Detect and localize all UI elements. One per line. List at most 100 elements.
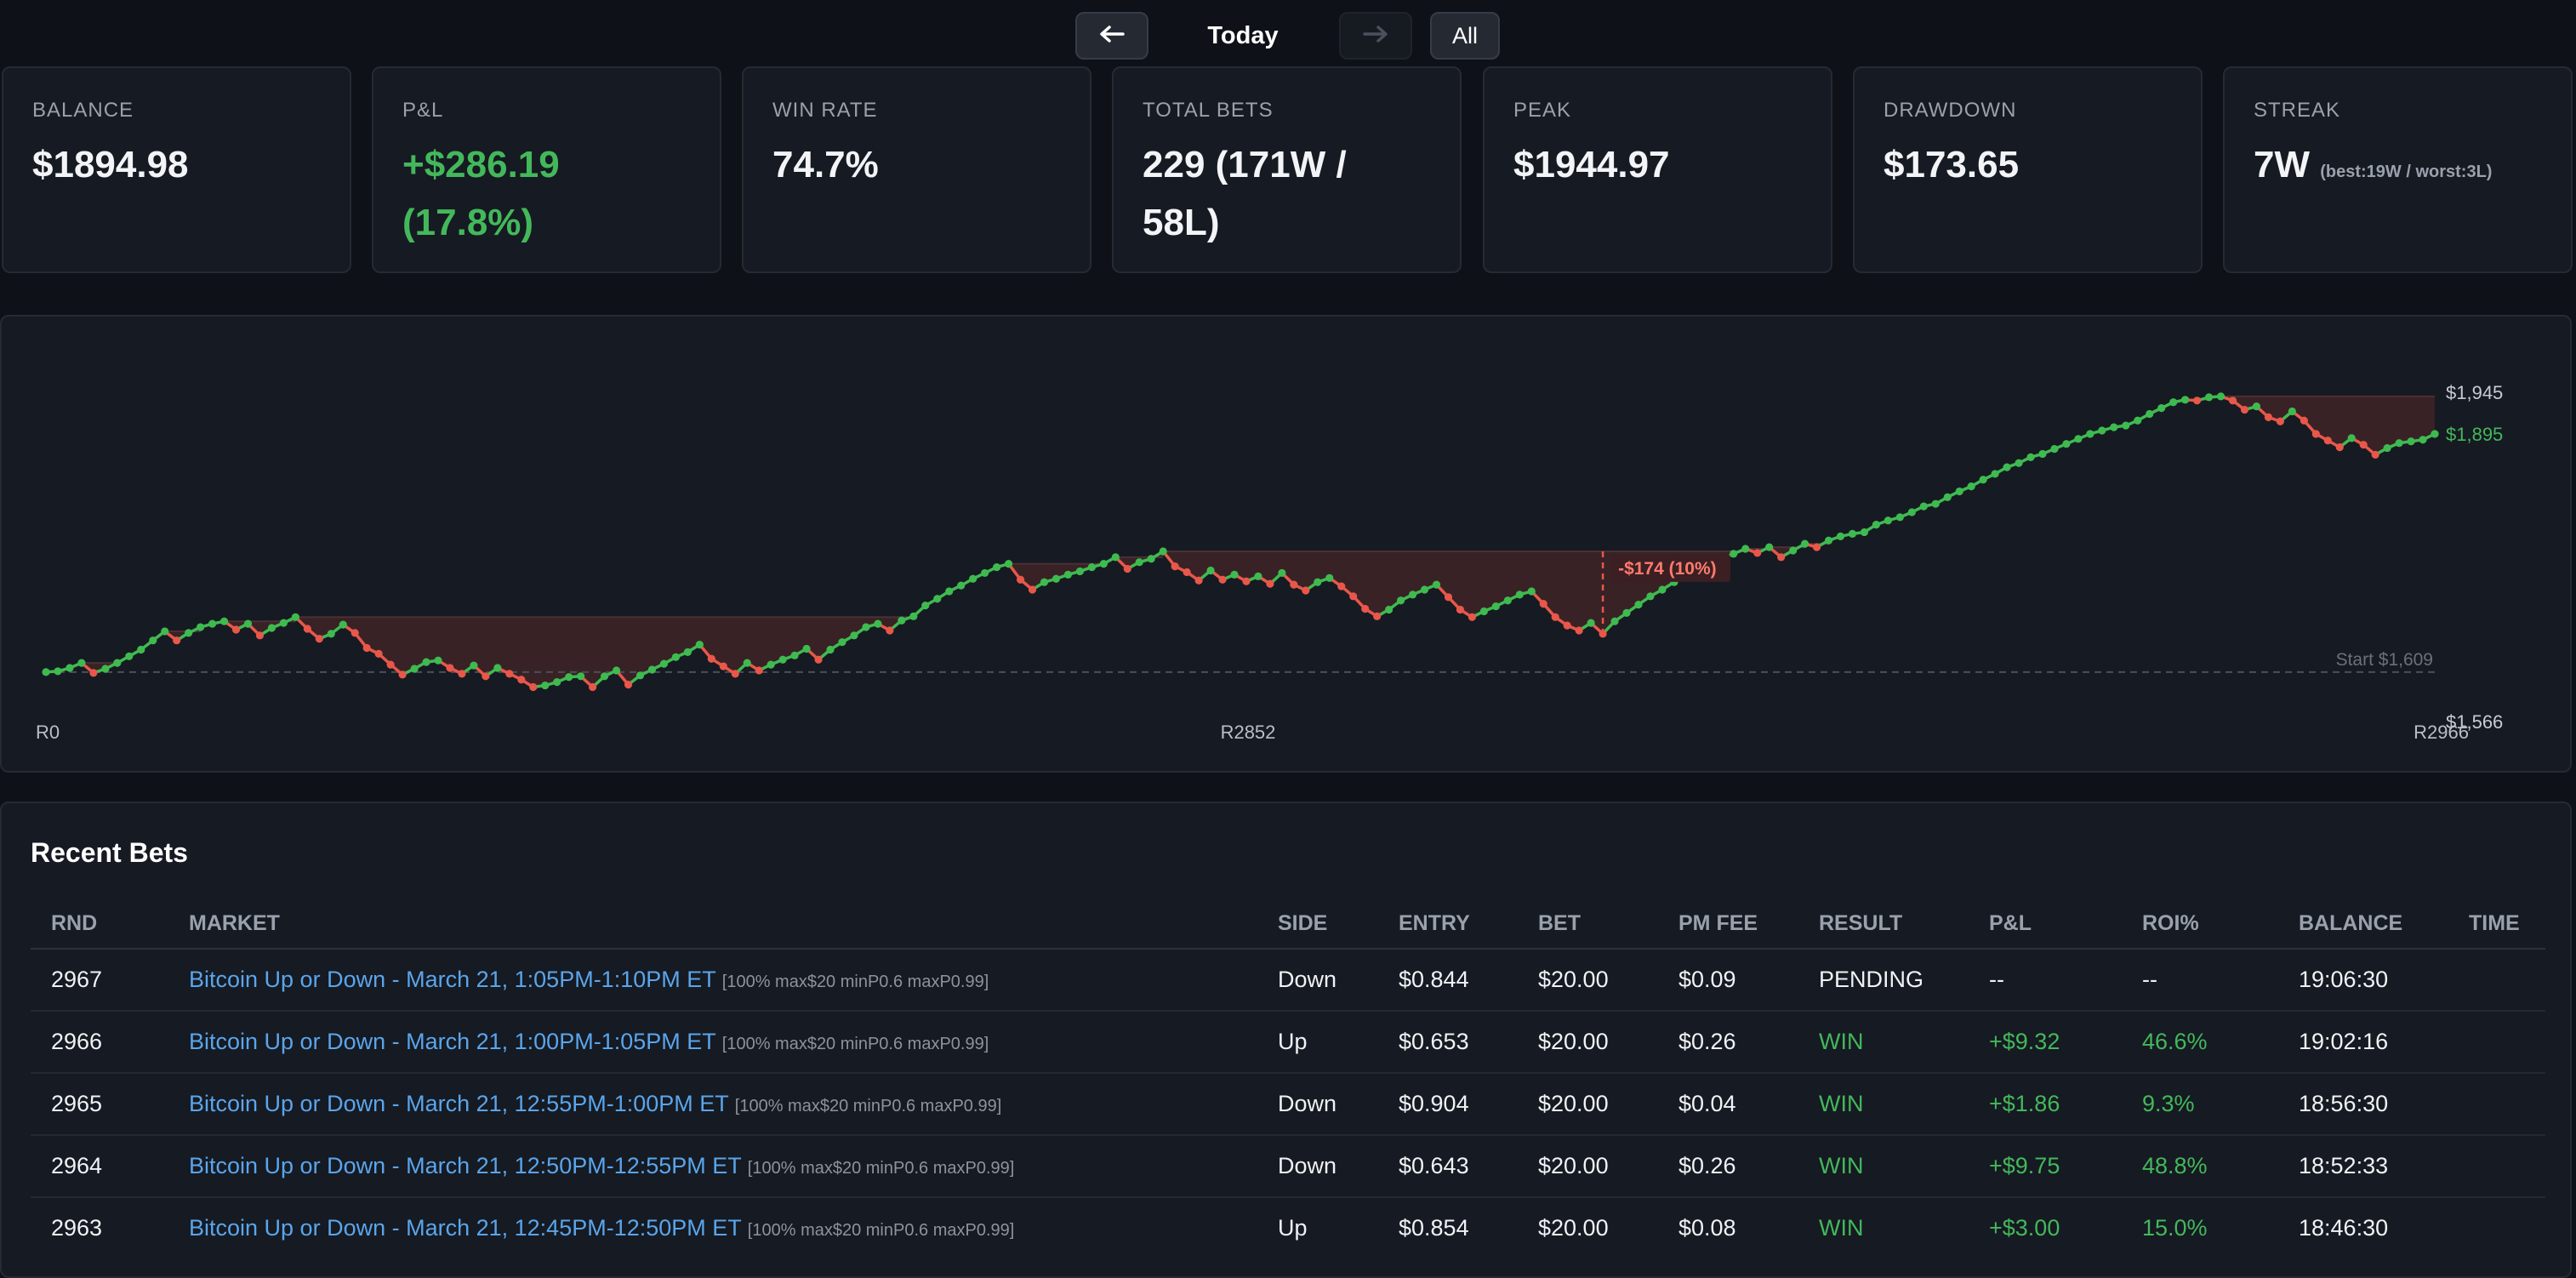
column-header-pm-fee: PM FEE bbox=[1658, 899, 1798, 950]
data-point bbox=[624, 680, 633, 689]
stat-card-peak: PEAK $1944.97 bbox=[1483, 66, 1832, 273]
cell-result: WIN bbox=[1798, 1073, 1969, 1136]
stat-value: 7W (best:19W / worst:3L) bbox=[2254, 136, 2551, 201]
y-axis-tick-label: $1,945 bbox=[2446, 382, 2503, 403]
cell-fee: $0.04 bbox=[1658, 1073, 1798, 1136]
data-point bbox=[695, 641, 704, 649]
data-point bbox=[802, 644, 811, 653]
data-point bbox=[2146, 409, 2154, 419]
market-link[interactable]: Bitcoin Up or Down - March 21, 12:50PM-1… bbox=[189, 1153, 742, 1178]
all-time-button[interactable]: All bbox=[1430, 12, 1500, 60]
data-point bbox=[2276, 417, 2284, 425]
next-day-button[interactable] bbox=[1339, 12, 1412, 60]
data-point bbox=[577, 672, 585, 681]
stat-card-total-bets: TOTAL BETS 229 (171W / 58L) bbox=[1112, 66, 1462, 273]
data-point bbox=[1730, 550, 1738, 558]
data-point bbox=[731, 670, 739, 678]
cell-time: 18:46:30 bbox=[2299, 1215, 2389, 1241]
stat-card-streak: STREAK 7W (best:19W / worst:3L) bbox=[2223, 66, 2573, 273]
data-point bbox=[778, 655, 787, 664]
data-point bbox=[1943, 493, 1952, 501]
drawdown-area bbox=[81, 663, 117, 673]
cell-side: Up bbox=[1257, 1011, 1378, 1074]
cell-roi: -- bbox=[2122, 949, 2278, 1012]
data-point bbox=[1634, 601, 1643, 609]
cell-market: Bitcoin Up or Down - March 21, 1:00PM-1:… bbox=[168, 1011, 1257, 1074]
data-point bbox=[957, 581, 966, 590]
balance-chart: -$174 (10%) Start $1,609 $1,945 $1,895 $1,56… bbox=[36, 382, 2503, 743]
cell-bet: $20.00 bbox=[1518, 1135, 1658, 1198]
data-point bbox=[1741, 545, 1750, 553]
cell-result: WIN bbox=[1819, 1215, 1864, 1241]
column-header-balance: BALANCE bbox=[2278, 899, 2448, 950]
column-header-rnd: RND bbox=[31, 899, 168, 950]
data-point bbox=[2122, 421, 2130, 430]
data-point bbox=[482, 672, 490, 681]
data-point bbox=[589, 682, 597, 692]
data-point bbox=[2383, 443, 2391, 453]
data-point bbox=[1753, 549, 1762, 557]
drawdown-area bbox=[1163, 549, 1746, 634]
data-point bbox=[54, 667, 62, 676]
market-link[interactable]: Bitcoin Up or Down - March 21, 12:55PM-1… bbox=[189, 1091, 729, 1116]
cell-fee: $0.09 bbox=[1658, 949, 1798, 1012]
market-link[interactable]: Bitcoin Up or Down - March 21, 1:00PM-1:… bbox=[189, 1029, 716, 1054]
data-point bbox=[850, 631, 858, 640]
cell-bet: $20.00 bbox=[1518, 1011, 1658, 1074]
data-point bbox=[1230, 570, 1239, 579]
data-point bbox=[1610, 617, 1619, 625]
data-point bbox=[1777, 553, 1786, 562]
column-header-market: MARKET bbox=[168, 899, 1257, 950]
data-point bbox=[1503, 596, 1512, 605]
table-row: 2967 Bitcoin Up or Down - March 21, 1:05… bbox=[31, 949, 2545, 1012]
data-point bbox=[386, 660, 395, 669]
stat-value: +$286.19 (17.8%) bbox=[402, 144, 560, 243]
data-point bbox=[2204, 393, 2214, 402]
data-point bbox=[1884, 516, 1892, 525]
data-point bbox=[1016, 575, 1025, 584]
data-point bbox=[1575, 626, 1583, 635]
data-point bbox=[398, 670, 407, 679]
cell-side: Down bbox=[1257, 949, 1378, 1012]
data-point bbox=[2074, 435, 2083, 443]
data-point bbox=[2134, 416, 2142, 425]
data-point bbox=[470, 661, 478, 670]
data-point bbox=[2169, 398, 2178, 407]
data-point bbox=[2050, 444, 2059, 454]
data-point bbox=[1432, 580, 1441, 589]
data-point bbox=[2062, 440, 2071, 448]
data-point bbox=[945, 587, 954, 596]
previous-day-button[interactable] bbox=[1075, 12, 1148, 60]
cell-roi: 9.3% bbox=[2122, 1073, 2278, 1136]
data-point bbox=[1646, 592, 1655, 601]
data-point bbox=[89, 669, 98, 677]
stat-card-drawdown: DRAWDOWN $173.65 bbox=[1853, 66, 2203, 273]
data-point bbox=[1895, 513, 1904, 522]
data-point bbox=[101, 665, 110, 673]
market-link[interactable]: Bitcoin Up or Down - March 21, 12:45PM-1… bbox=[189, 1215, 742, 1241]
data-point bbox=[2181, 396, 2190, 404]
data-point bbox=[1242, 577, 1251, 585]
cell-pnl: +$1.86 bbox=[1969, 1073, 2122, 1136]
cell-fee: $0.08 bbox=[1678, 1215, 1736, 1241]
cell-roi: 15.0% bbox=[2142, 1215, 2208, 1241]
cell-entry: $0.653 bbox=[1378, 1011, 1518, 1074]
data-point bbox=[909, 612, 918, 620]
data-point bbox=[1075, 567, 1085, 576]
data-point bbox=[410, 665, 419, 673]
data-point bbox=[243, 619, 253, 628]
data-point bbox=[2371, 450, 2379, 459]
data-point bbox=[374, 649, 383, 658]
recent-bets-panel: Recent Bets RND MARKET SIDE ENTRY BET PM… bbox=[0, 802, 2572, 1278]
cell-time: 18:52:33 bbox=[2278, 1135, 2448, 1198]
data-point bbox=[826, 645, 835, 654]
market-link[interactable]: Bitcoin Up or Down - March 21, 1:05PM-1:… bbox=[189, 967, 716, 992]
data-point bbox=[1456, 605, 1465, 614]
data-point bbox=[1872, 521, 1881, 529]
cell-time: 18:56:30 bbox=[2278, 1073, 2448, 1136]
data-point bbox=[2252, 402, 2261, 411]
stat-label: DRAWDOWN bbox=[1884, 99, 2017, 122]
column-header-pnl: P&L bbox=[1969, 899, 2122, 950]
column-header-time: TIME bbox=[2448, 899, 2545, 950]
stat-label: P&L bbox=[402, 99, 444, 122]
